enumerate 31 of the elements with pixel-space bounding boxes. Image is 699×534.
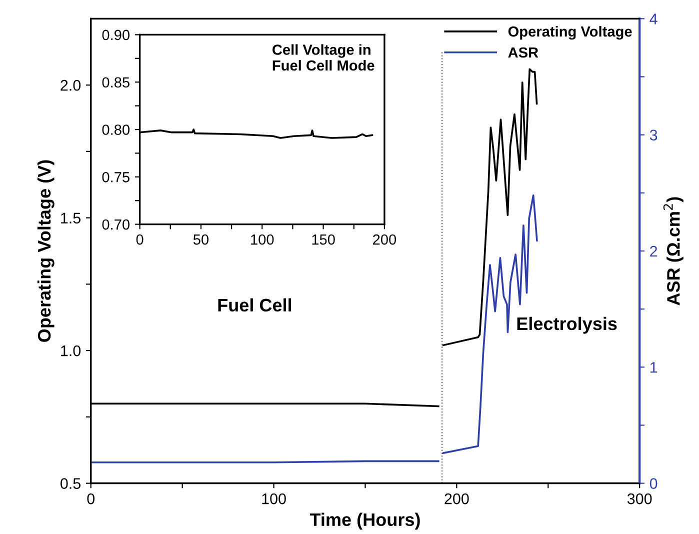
x-tick-label: 100 xyxy=(251,234,274,245)
y-tick-label: 0.80 xyxy=(102,124,130,135)
y-tick-label: 0.75 xyxy=(102,172,130,182)
y-tick-label: 1.0 xyxy=(61,345,81,356)
annotation: Fuel Cell xyxy=(218,298,292,312)
y-tick-label: 2.0 xyxy=(60,80,81,91)
y-tick-label: 0.90 xyxy=(102,30,130,40)
y-tick-label: 1.5 xyxy=(61,212,81,224)
legend-label: ASR xyxy=(508,47,538,58)
y-axis-title: Operating Voltage (V) xyxy=(37,160,54,342)
x-tick-label: 100 xyxy=(262,493,286,504)
y2-tick-label: 0 xyxy=(650,478,658,489)
y-tick-label: 0.5 xyxy=(60,478,81,489)
y-tick-label: 0.70 xyxy=(102,219,130,230)
y2-tick-label: 1 xyxy=(650,362,658,373)
y2-tick-label: 3 xyxy=(650,130,658,141)
y2-axis-title: ASR (Ω.cm$^{2}$) xyxy=(663,197,684,306)
x-tick-label: 0 xyxy=(87,493,95,504)
y2-tick-label: 4 xyxy=(650,14,658,24)
y-tick-label: 0.85 xyxy=(102,77,130,88)
text: Cell Voltage in Fuel Cell Mode xyxy=(272,44,374,71)
x-tick-label: 50 xyxy=(193,234,209,245)
x-tick-label: 200 xyxy=(373,234,396,245)
x-tick-label: 300 xyxy=(627,493,652,504)
legend-label: Operating Voltage xyxy=(508,26,632,40)
x-tick-label: 0 xyxy=(136,234,144,245)
y2-tick-label: 2 xyxy=(650,246,658,257)
x-tick-label: 150 xyxy=(312,234,335,245)
x-axis-title: Time (Hours) xyxy=(310,512,420,530)
annotation: Electrolysis xyxy=(517,316,617,334)
x-tick-label: 200 xyxy=(444,493,469,504)
